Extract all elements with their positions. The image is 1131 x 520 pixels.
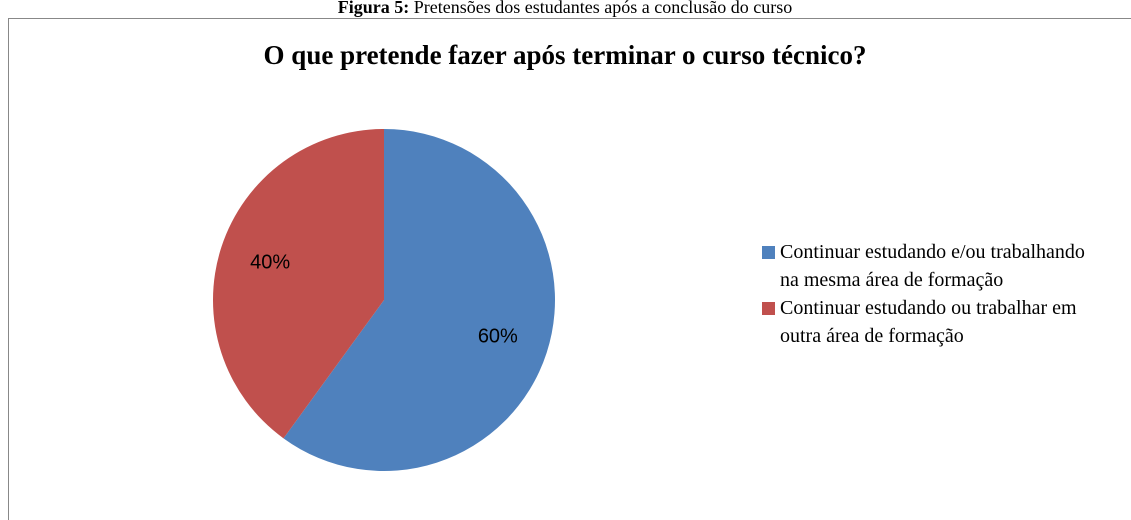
chart-title: O que pretende fazer após terminar o cur… [264,40,867,70]
legend-swatch [762,302,775,315]
legend: Continuar estudando e/ou trabalhando na … [762,238,1107,350]
caption-text: Pretensões dos estudantes após a conclus… [414,0,792,17]
pie-slice [212,129,384,439]
figure-caption: Figura 5: Pretensões dos estudantes após… [338,0,792,17]
caption-label: Figura 5: [338,0,410,17]
legend-entry: Continuar estudando ou trabalhar em outr… [762,294,1107,350]
pie-slice [283,129,555,471]
data-label: 40% [250,251,290,273]
chart-border [8,18,1131,520]
legend-entry: Continuar estudando e/ou trabalhando na … [762,238,1107,294]
legend-label: Continuar estudando e/ou trabalhando na … [780,241,1085,291]
legend-label: Continuar estudando ou trabalhar em outr… [780,297,1077,347]
pie: 60% 40% [212,129,555,471]
data-label: 60% [478,325,518,347]
legend-swatch [762,246,775,259]
